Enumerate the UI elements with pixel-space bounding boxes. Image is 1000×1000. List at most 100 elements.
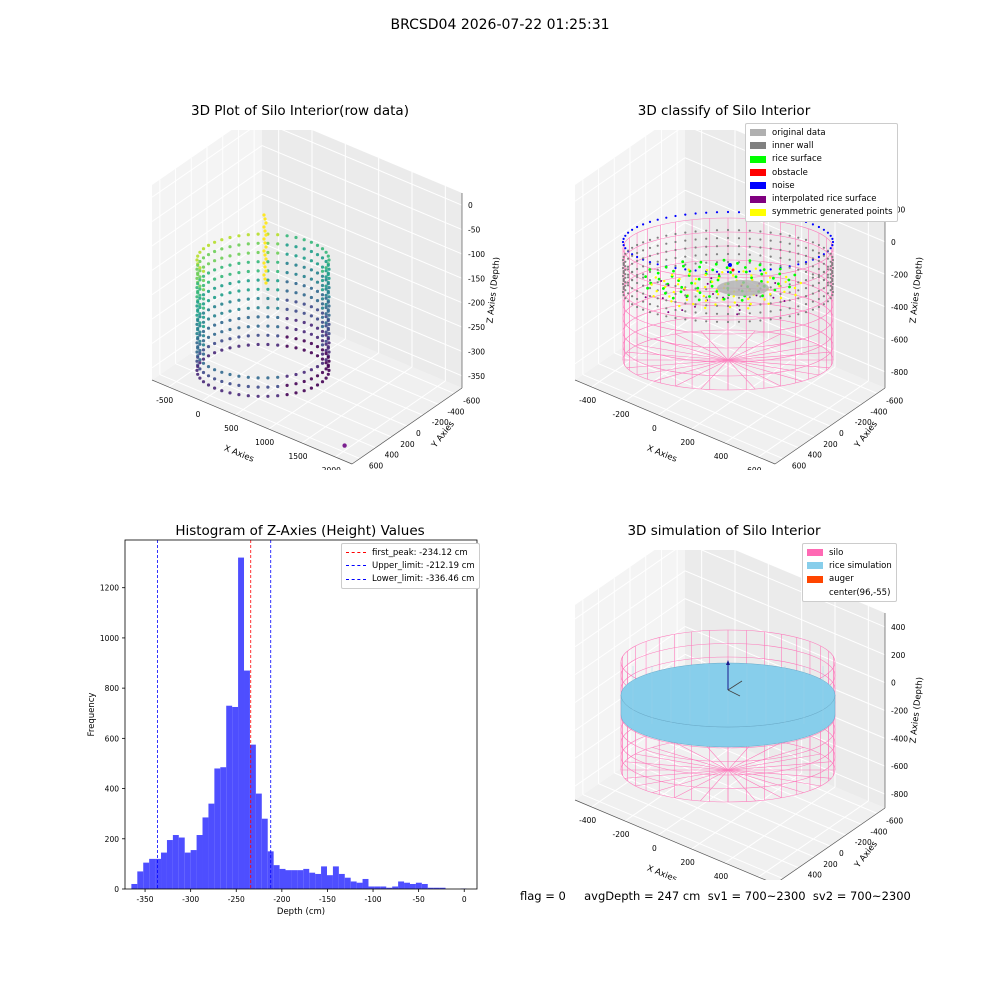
data-point <box>246 233 250 237</box>
inner-wall-point <box>648 287 652 290</box>
legend-swatch <box>807 575 823 583</box>
inner-wall-point <box>797 268 800 271</box>
interpolated-point <box>710 277 713 280</box>
symmetric-point <box>747 307 750 310</box>
data-point <box>213 295 217 300</box>
inner-wall-point <box>811 241 814 244</box>
data-point <box>196 254 200 258</box>
rice-surface-point <box>646 286 649 290</box>
inner-wall-point <box>624 260 627 263</box>
inner-wall-point <box>779 240 782 244</box>
silo-floor-spoke <box>727 747 804 771</box>
x-axis-label: X Axies <box>645 864 678 880</box>
z-tick-label: -200 <box>891 707 908 716</box>
data-point <box>320 329 325 334</box>
raw-plot-title: 3D Plot of Silo Interior(row data) <box>191 103 409 119</box>
data-point <box>201 334 206 338</box>
data-point <box>246 288 250 292</box>
data-point <box>198 342 202 346</box>
x-tick-label: -150 <box>319 895 336 904</box>
data-point <box>228 309 232 313</box>
symmetric-point <box>714 303 717 306</box>
inner-wall-point <box>831 258 835 262</box>
data-point <box>198 275 202 279</box>
highlight-point <box>263 253 267 257</box>
data-point <box>294 318 298 322</box>
inner-wall-point <box>831 266 835 270</box>
inner-wall-point <box>822 246 825 249</box>
data-point <box>315 335 320 339</box>
inner-wall-point <box>769 302 772 305</box>
histogram-bar <box>244 670 250 889</box>
data-point <box>213 368 217 372</box>
point-cloud <box>195 213 331 398</box>
symmetric-point <box>742 270 745 273</box>
data-point <box>228 327 232 332</box>
highlight-point <box>262 249 266 253</box>
noise-point <box>822 253 825 256</box>
data-point <box>228 281 232 286</box>
x-tick-label: 500 <box>224 424 239 433</box>
inner-wall-point <box>621 274 625 278</box>
noise-point <box>622 244 625 247</box>
grid-line <box>261 218 463 304</box>
z-tick-label: 400 <box>891 623 906 632</box>
rice-surface-point <box>778 272 782 276</box>
grid-line <box>574 189 686 267</box>
silo-floor-spoke <box>727 333 781 361</box>
y-axis-line <box>774 387 886 465</box>
grid-line <box>661 739 862 825</box>
data-point <box>324 296 328 300</box>
data-point <box>324 351 328 356</box>
grid-line <box>684 254 886 340</box>
data-point <box>309 295 313 300</box>
symmetric-point <box>650 283 653 286</box>
data-point <box>198 315 202 319</box>
data-point <box>327 313 331 317</box>
histogram-bar <box>409 883 416 889</box>
data-point <box>309 259 313 263</box>
grid-line <box>151 218 263 296</box>
inner-wall-point <box>684 255 687 258</box>
histogram-bar <box>226 705 233 889</box>
symmetric-point <box>678 304 681 308</box>
y-tick-label: 1000 <box>100 634 119 643</box>
data-point <box>324 278 328 282</box>
y-tick-label: -400 <box>870 407 887 416</box>
data-point <box>315 383 320 387</box>
data-point <box>213 341 217 346</box>
data-point <box>246 315 250 320</box>
data-point <box>320 269 325 273</box>
data-point <box>324 358 328 362</box>
noise-point <box>665 216 668 219</box>
data-point <box>327 359 331 363</box>
data-point <box>285 243 289 247</box>
histogram-bar <box>166 840 173 889</box>
inner-wall-point <box>831 263 834 266</box>
symmetric-point <box>672 290 675 294</box>
data-point <box>309 377 313 381</box>
inner-wall-point <box>648 311 652 314</box>
noise-point <box>694 212 697 215</box>
histogram-bar <box>279 868 286 889</box>
legend-swatch <box>750 142 766 150</box>
highlight-point <box>263 217 267 221</box>
data-point <box>302 320 306 325</box>
histogram-bar <box>178 837 185 889</box>
histogram-bar <box>172 835 179 889</box>
symmetric-point <box>766 280 769 284</box>
highlight-point <box>264 269 268 273</box>
y-tick-label: 600 <box>369 462 384 470</box>
x-tick-label: -400 <box>579 396 596 405</box>
inner-wall-point <box>621 290 625 294</box>
grid-line <box>238 319 439 405</box>
data-point <box>198 302 202 307</box>
inner-wall-point <box>621 266 625 270</box>
symmetric-point <box>702 294 705 298</box>
inner-wall-point <box>748 237 751 240</box>
inner-wall-point <box>622 279 625 282</box>
data-point <box>198 293 202 297</box>
legend-label: first_peak: -234.12 cm <box>372 547 468 558</box>
inner-wall-point <box>636 297 639 301</box>
data-point <box>198 269 202 273</box>
